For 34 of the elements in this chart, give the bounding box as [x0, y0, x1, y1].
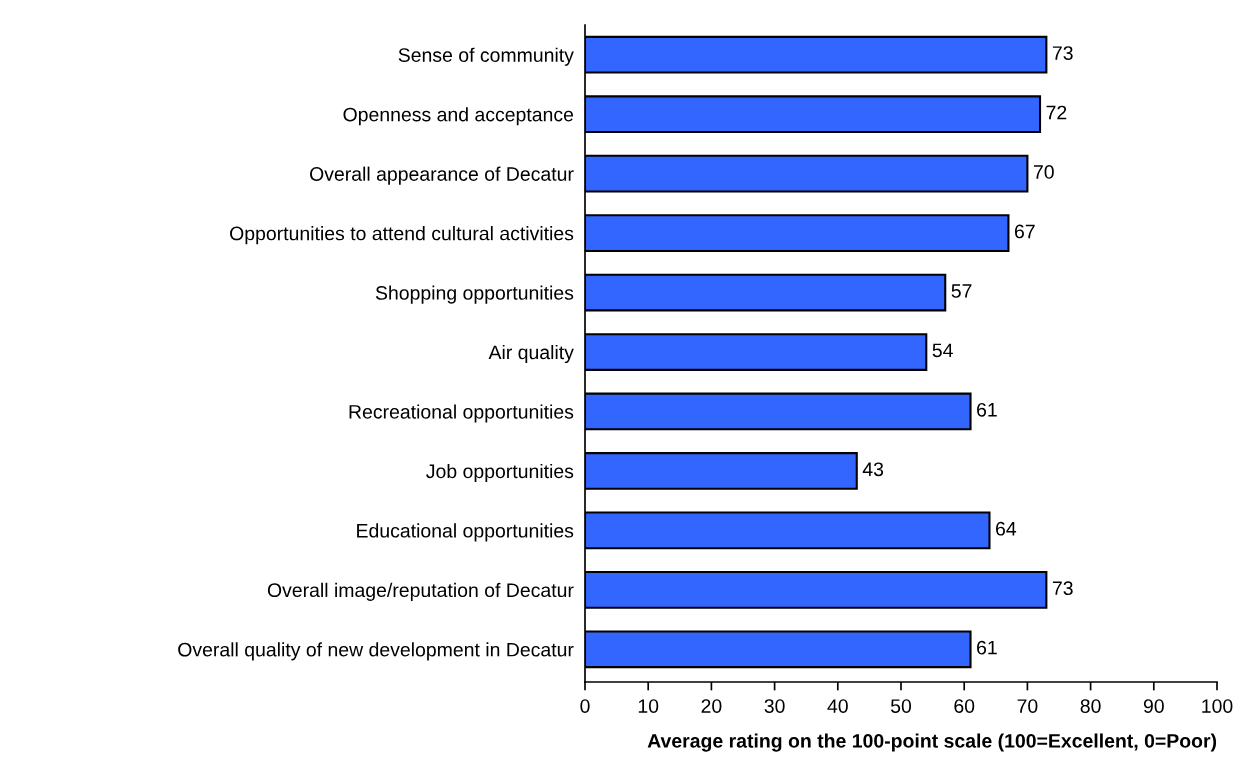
y-tick-label: Job opportunities [426, 463, 574, 483]
y-tick-label: Educational opportunities [357, 523, 574, 542]
data-label: 64 [996, 521, 1017, 536]
x-tick-label: 40 [827, 699, 848, 713]
x-tick-label: 30 [764, 699, 785, 713]
x-axis-title: Average rating on the 100-point scale (100=Excellent, 0=Poor) [647, 733, 1217, 752]
data-label: 61 [977, 402, 997, 417]
data-label: 67 [1014, 224, 1035, 239]
x-tick-label: 50 [890, 699, 912, 713]
y-tick-label: Overall quality of new development in Decatur [178, 642, 574, 661]
y-tick-label: Sense of community [398, 47, 574, 66]
x-tick-label: 80 [1080, 699, 1101, 713]
y-tick-label: Recreational opportunities [349, 404, 574, 423]
x-tick-label: 10 [638, 699, 659, 713]
data-label: 57 [951, 284, 972, 298]
data-label: 70 [1033, 165, 1054, 179]
x-tick-label: 0 [580, 699, 590, 713]
y-tick-label: Opportunities to attend cultural activities [230, 226, 574, 245]
data-label: 73 [1052, 46, 1073, 60]
y-tick-label: Openness and acceptance [343, 107, 574, 126]
data-label: 72 [1046, 105, 1067, 120]
y-tick-label: Overall appearance of Decatur [310, 166, 574, 185]
x-tick-label: 20 [701, 699, 722, 713]
y-tick-label: Air quality [488, 344, 574, 364]
x-tick-label: 100 [1202, 699, 1233, 713]
y-tick-label: Overall image/reputation of Decatur [267, 582, 574, 601]
y-tick-label: Shopping opportunities [375, 285, 574, 304]
data-label: 54 [932, 343, 953, 358]
x-tick-label: 90 [1143, 699, 1164, 713]
data-label: 61 [977, 640, 997, 655]
data-label: 73 [1052, 581, 1073, 596]
data-label: 43 [862, 462, 884, 477]
x-tick-label: 70 [1017, 699, 1038, 713]
x-tick-label: 60 [954, 699, 975, 713]
